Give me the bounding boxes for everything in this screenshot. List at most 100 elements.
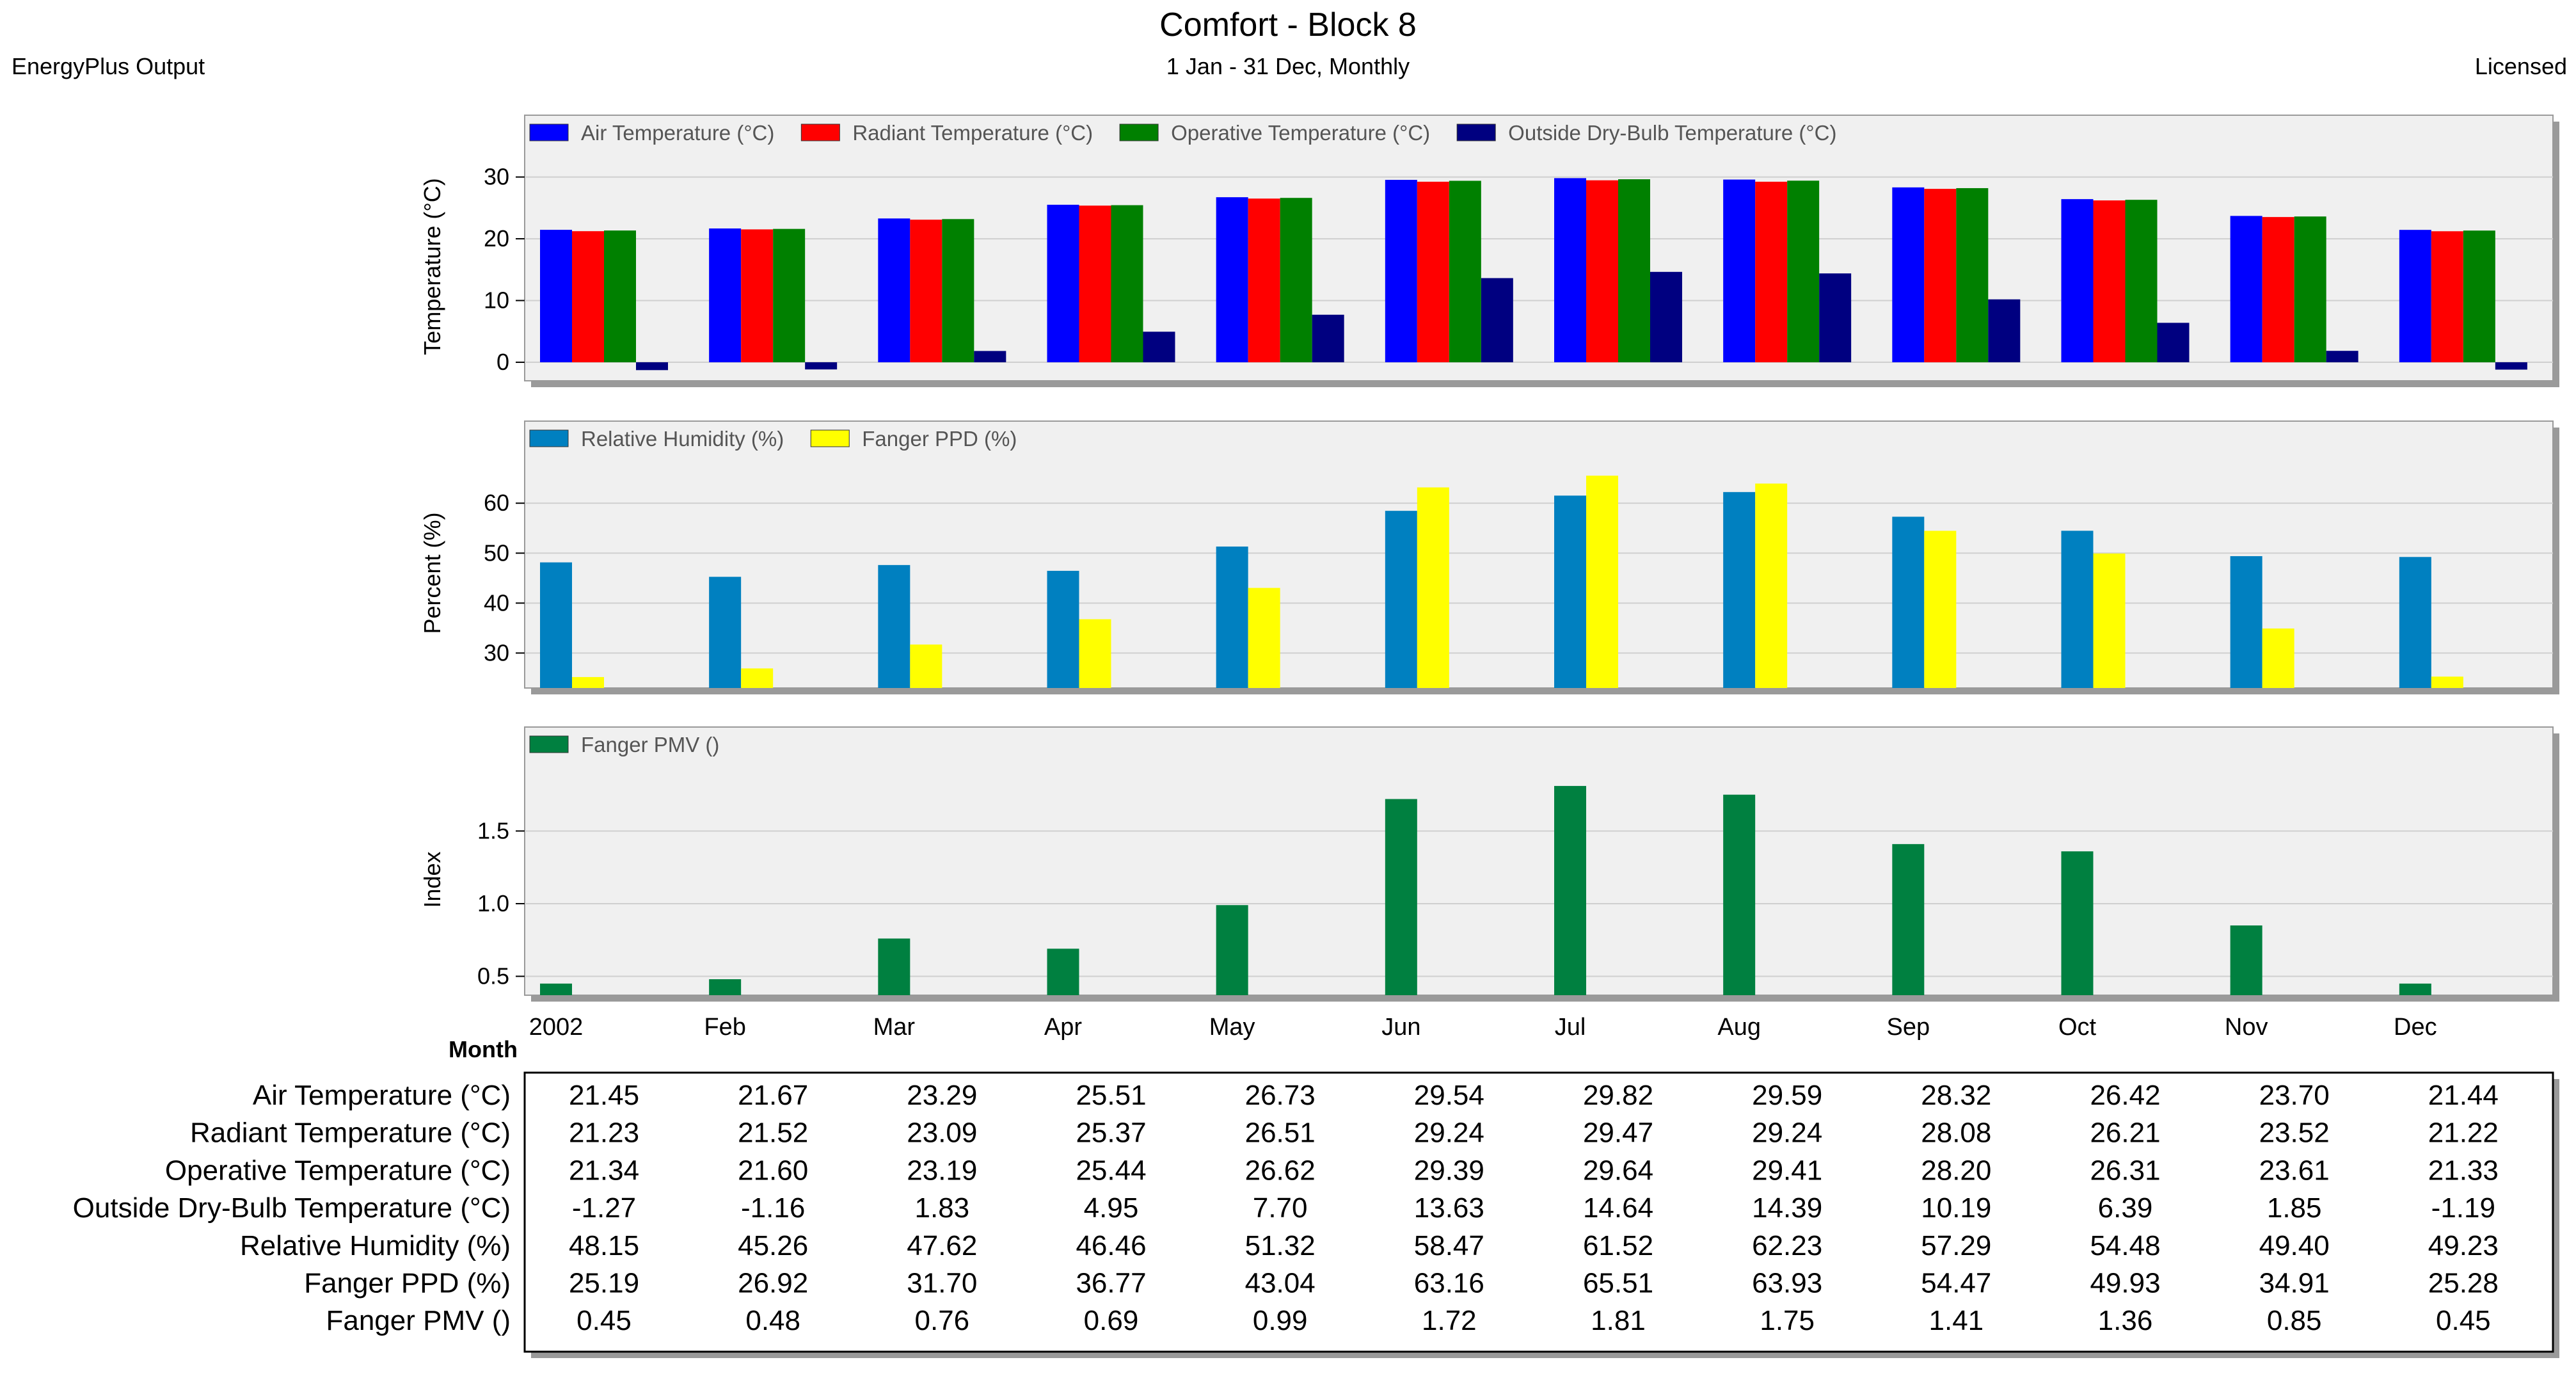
table-cell: 28.20 (1921, 1155, 1991, 1186)
bar (1988, 299, 2021, 363)
table-cell: 21.67 (738, 1080, 808, 1111)
bar (741, 668, 774, 688)
bar (1554, 786, 1586, 995)
table-cell: 0.45 (2436, 1305, 2491, 1336)
table-cell: 0.48 (745, 1305, 800, 1336)
table-cell: 61.52 (1583, 1230, 1653, 1261)
legend-entry: Fanger PMV () (581, 733, 719, 756)
table-cell: 1.36 (2098, 1305, 2153, 1336)
table-cell: 26.21 (2090, 1117, 2160, 1149)
row-label: Air Temperature (°C) (253, 1080, 511, 1111)
table-cell: 51.32 (1245, 1230, 1316, 1261)
y-axis-title: Percent (%) (419, 512, 445, 634)
bar (878, 938, 910, 995)
table-cell: 29.64 (1583, 1155, 1653, 1186)
x-tick-label: Jun (1381, 1014, 1420, 1041)
table-cell: 14.64 (1583, 1192, 1653, 1224)
bar (1111, 205, 1143, 363)
table-cell: 48.15 (569, 1230, 639, 1261)
table-cell: 23.09 (907, 1117, 977, 1149)
x-tick-label: Sep (1887, 1014, 1930, 1041)
table-row: Fanger PPD (%) 25.19 26.92 31.70 36.77 43.04 6… (304, 1268, 2499, 1299)
bar (1924, 189, 1957, 363)
x-tick-label: 2002 (529, 1014, 584, 1041)
table-cell: 25.37 (1076, 1117, 1146, 1149)
bar (773, 228, 806, 363)
bar (910, 220, 942, 363)
legend-entry: Relative Humidity (%) (581, 427, 784, 451)
table-cell: 23.52 (2259, 1117, 2330, 1149)
table-cell: 47.62 (907, 1230, 977, 1261)
bar (1586, 476, 1618, 688)
legend-swatch (1119, 124, 1159, 141)
bar (1723, 492, 1756, 688)
bar (540, 983, 572, 995)
table-cell: 46.46 (1076, 1230, 1146, 1261)
table-cell: 6.39 (2098, 1192, 2153, 1224)
table-cell: 21.23 (569, 1117, 639, 1149)
bar (1554, 495, 1586, 688)
bar (1956, 188, 1989, 363)
y-axis-title: Index (419, 851, 445, 908)
table-row: Relative Humidity (%) 48.15 45.26 47.62 46.4… (240, 1230, 2499, 1261)
bar (2125, 200, 2158, 363)
bar (2326, 351, 2358, 363)
y-tick-label: 1.5 (477, 817, 509, 844)
table-cell: -1.27 (572, 1192, 636, 1224)
table-frame (523, 1071, 2554, 1353)
bar (910, 644, 942, 688)
chart-panel-3: 0.5 1.0 1.5 Index Fanger PMV () 2002 Feb Mar Apr… (419, 726, 2559, 1041)
bar (2431, 231, 2463, 363)
table-cell: 29.82 (1583, 1080, 1653, 1111)
table-cell: 21.52 (738, 1117, 808, 1149)
legend-swatch (1456, 124, 1496, 141)
bar (2399, 557, 2431, 688)
bar (1481, 278, 1513, 363)
bar (1385, 511, 1417, 688)
table-cell: 0.76 (915, 1305, 970, 1336)
table-cell: 0.85 (2267, 1305, 2322, 1336)
row-label: Radiant Temperature (°C) (190, 1117, 511, 1149)
legend-swatch (810, 429, 850, 447)
table-cell: 10.19 (1921, 1192, 1991, 1224)
bar (540, 230, 572, 363)
table-cell: 0.69 (1084, 1305, 1139, 1336)
bar (1892, 516, 1925, 688)
bar (878, 218, 910, 363)
y-axis-title: Temperature (°C) (419, 178, 445, 355)
bar (709, 979, 742, 995)
bar (1047, 570, 1079, 688)
table-cell: 43.04 (1245, 1268, 1316, 1299)
table-cell: 25.19 (569, 1268, 639, 1299)
table-cell: 63.93 (1752, 1268, 1822, 1299)
bar (1892, 187, 1925, 363)
legend-entry: Fanger PPD (%) (862, 427, 1017, 451)
table-cell: 28.32 (1921, 1080, 1991, 1111)
bar (2431, 676, 2463, 688)
bar (1312, 314, 1344, 363)
table-cell: 26.62 (1245, 1155, 1316, 1186)
row-label: Operative Temperature (°C) (165, 1155, 511, 1186)
row-label: Outside Dry-Bulb Temperature (°C) (73, 1192, 511, 1224)
table-cell: 25.44 (1076, 1155, 1146, 1186)
bar (974, 351, 1006, 363)
bar (2399, 230, 2431, 363)
table-cell: 21.60 (738, 1155, 808, 1186)
bar (1755, 181, 1788, 363)
bar (2294, 216, 2326, 363)
table-cell: 57.29 (1921, 1230, 1991, 1261)
bar (1787, 180, 1820, 363)
bar (1248, 588, 1280, 688)
table-cell: 23.70 (2259, 1080, 2330, 1111)
y-tick-label: 60 (484, 490, 509, 516)
bar (572, 231, 604, 363)
bar (1216, 546, 1248, 688)
y-tick-label: 10 (484, 287, 509, 314)
table-cell: 21.34 (569, 1155, 639, 1186)
bar (540, 562, 572, 688)
bar (1586, 180, 1618, 363)
table-cell: 26.42 (2090, 1080, 2160, 1111)
bar (1385, 799, 1417, 995)
x-axis-title: Month (449, 1036, 518, 1062)
bar (572, 676, 604, 688)
